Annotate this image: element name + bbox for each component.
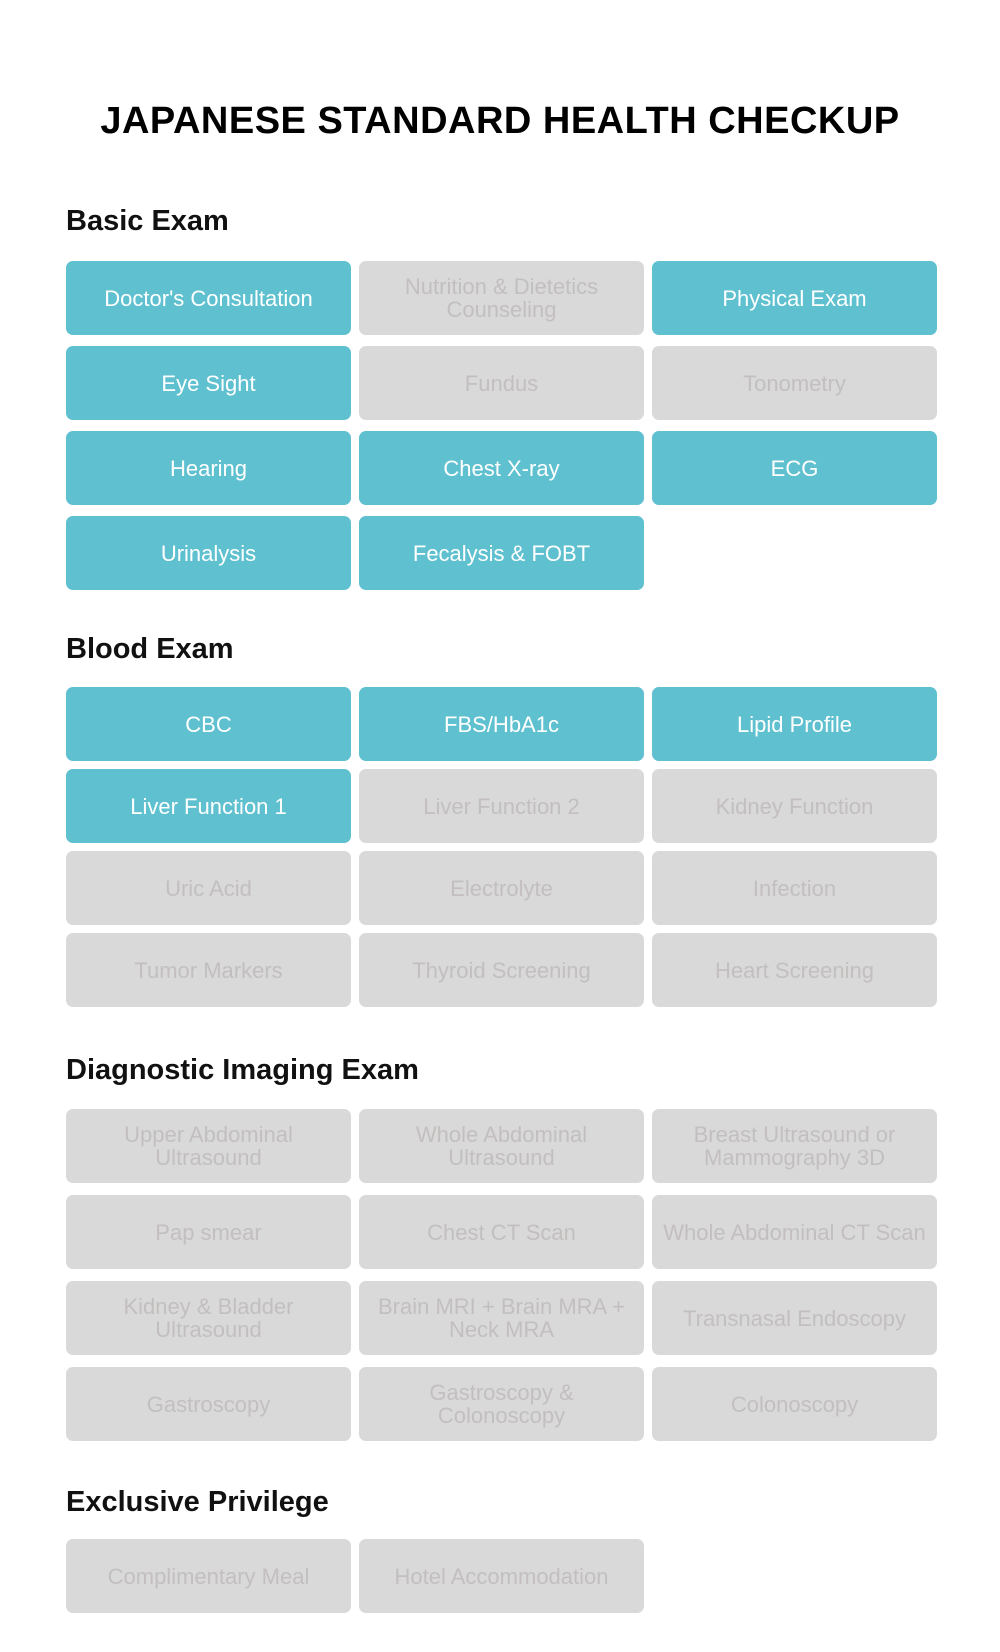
- excluded-item-tile: Liver Function 2: [359, 769, 644, 843]
- included-item-tile: Eye Sight: [66, 346, 351, 420]
- excluded-item-tile: Complimentary Meal: [66, 1539, 351, 1613]
- section-heading: Basic Exam: [66, 205, 229, 237]
- section-grid: CBC FBS/HbA1c Lipid Profile Liver Function …: [66, 687, 937, 1007]
- excluded-item-tile: Brain MRI + Brain MRA + Neck MRA: [359, 1281, 644, 1355]
- excluded-item-tile: Uric Acid: [66, 851, 351, 925]
- excluded-item-tile: Pap smear: [66, 1195, 351, 1269]
- section-heading: Exclusive Privilege: [66, 1486, 329, 1518]
- section-heading: Diagnostic Imaging Exam: [66, 1054, 419, 1086]
- excluded-item-tile: Tumor Markers: [66, 933, 351, 1007]
- excluded-item-tile: Nutrition & Dietetics Counseling: [359, 261, 644, 335]
- included-item-tile: Lipid Profile: [652, 687, 937, 761]
- included-item-tile: ECG: [652, 431, 937, 505]
- section-heading: Blood Exam: [66, 633, 234, 665]
- excluded-item-tile: Fundus: [359, 346, 644, 420]
- excluded-item-tile: Hotel Accommodation: [359, 1539, 644, 1613]
- included-item-tile: CBC: [66, 687, 351, 761]
- excluded-item-tile: Whole Abdominal CT Scan: [652, 1195, 937, 1269]
- page-title: JAPANESE STANDARD HEALTH CHECKUP: [100, 100, 900, 142]
- excluded-item-tile: Tonometry: [652, 346, 937, 420]
- excluded-item-tile: Transnasal Endoscopy: [652, 1281, 937, 1355]
- excluded-item-tile: Chest CT Scan: [359, 1195, 644, 1269]
- included-item-tile: Physical Exam: [652, 261, 937, 335]
- included-item-tile: Fecalysis & FOBT: [359, 516, 644, 590]
- excluded-item-tile: Breast Ultrasound or Mammography 3D: [652, 1109, 937, 1183]
- included-item-tile: FBS/HbA1c: [359, 687, 644, 761]
- excluded-item-tile: Thyroid Screening: [359, 933, 644, 1007]
- excluded-item-tile: Kidney Function: [652, 769, 937, 843]
- excluded-item-tile: Electrolyte: [359, 851, 644, 925]
- excluded-item-tile: Infection: [652, 851, 937, 925]
- included-item-tile: Urinalysis: [66, 516, 351, 590]
- excluded-item-tile: Kidney & Bladder Ultrasound: [66, 1281, 351, 1355]
- excluded-item-tile: Colonoscopy: [652, 1367, 937, 1441]
- section-grid: Doctor's Consultation Nutrition & Dieteti…: [66, 261, 937, 590]
- section-grid: Complimentary Meal Hotel Accommodation: [66, 1539, 937, 1613]
- included-item-tile: Chest X-ray: [359, 431, 644, 505]
- excluded-item-tile: Whole Abdominal Ultrasound: [359, 1109, 644, 1183]
- included-item-tile: Liver Function 1: [66, 769, 351, 843]
- included-item-tile: Hearing: [66, 431, 351, 505]
- excluded-item-tile: Gastroscopy: [66, 1367, 351, 1441]
- section-grid: Upper Abdominal Ultrasound Whole Abdomina…: [66, 1109, 937, 1441]
- excluded-item-tile: Heart Screening: [652, 933, 937, 1007]
- excluded-item-tile: Gastroscopy & Colonoscopy: [359, 1367, 644, 1441]
- included-item-tile: Doctor's Consultation: [66, 261, 351, 335]
- excluded-item-tile: Upper Abdominal Ultrasound: [66, 1109, 351, 1183]
